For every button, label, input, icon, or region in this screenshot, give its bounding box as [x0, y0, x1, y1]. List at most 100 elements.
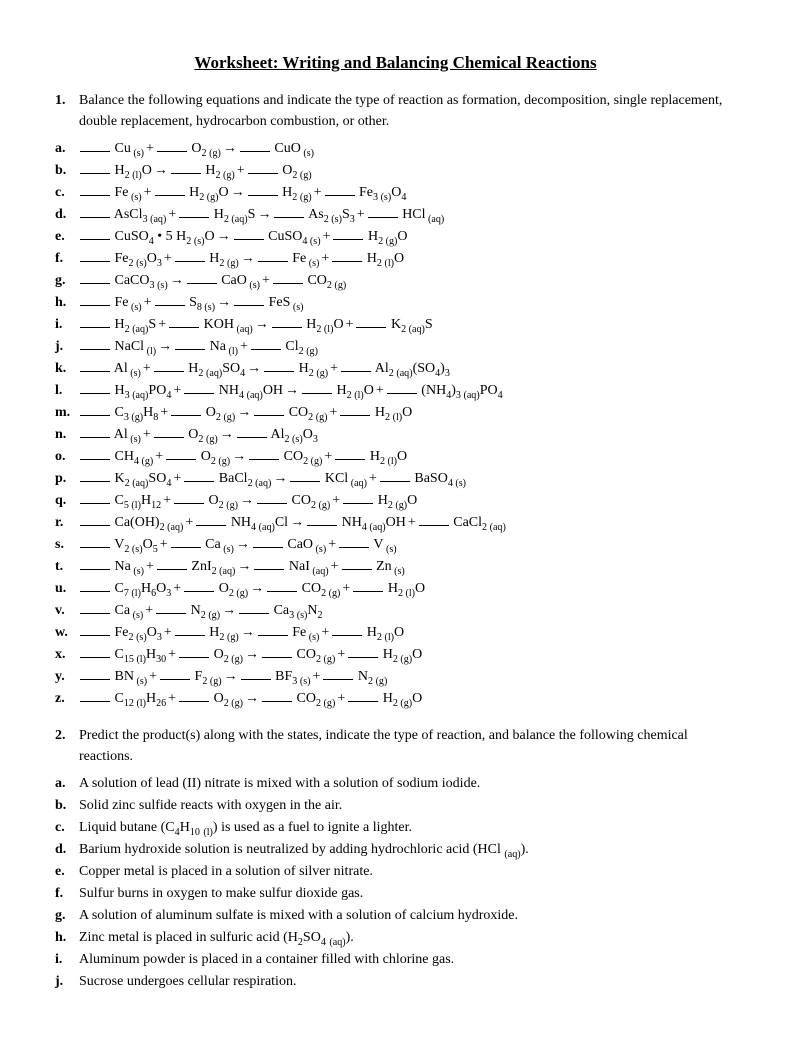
equation-row: s. V2 (s)O5+ Ca (s)→ CaO (s)+ V (s) [55, 534, 736, 555]
item-label: c. [55, 182, 79, 203]
item-label: l. [55, 380, 79, 401]
equation-row: y. BN (s)+ F2 (g)→ BF3 (s)+ N2 (g) [55, 666, 736, 687]
equation-body: AsCl3 (aq)+ H2 (aq)S→ As2 (s)S3+ HCl (aq… [79, 204, 736, 225]
item-label: f. [55, 248, 79, 269]
equation-row: t. Na (s)+ ZnI2 (aq)→ NaI (aq)+ Zn (s) [55, 556, 736, 577]
equation-row: j. NaCl (l)→ Na (l)+ Cl2 (g) [55, 336, 736, 357]
prediction-row: b. Solid zinc sulfide reacts with oxygen… [55, 795, 736, 816]
item-label: d. [55, 204, 79, 225]
equation-row: e. CuSO4 • 5 H2 (s)O→ CuSO4 (s)+ H2 (g)O [55, 226, 736, 247]
equation-body: H2 (l)O→ H2 (g)+ O2 (g) [79, 160, 736, 181]
equation-row: c. Fe (s)+ H2 (g)O→ H2 (g)+ Fe3 (s)O4 [55, 182, 736, 203]
question-2: 2. Predict the product(s) along with the… [55, 725, 736, 992]
equation-row: l. H3 (aq)PO4+ NH4 (aq)OH→ H2 (l)O+ (NH4… [55, 380, 736, 401]
item-label: f. [55, 883, 79, 904]
equation-row: k. Al (s)+ H2 (aq)SO4→ H2 (g)+ Al2 (aq)(… [55, 358, 736, 379]
item-label: m. [55, 402, 79, 423]
item-label: b. [55, 795, 79, 816]
item-label: s. [55, 534, 79, 555]
equation-row: w. Fe2 (s)O3+ H2 (g)→ Fe (s)+ H2 (l)O [55, 622, 736, 643]
prediction-row: g. A solution of aluminum sulfate is mix… [55, 905, 736, 926]
item-text: Solid zinc sulfide reacts with oxygen in… [79, 795, 736, 816]
equation-body: BN (s)+ F2 (g)→ BF3 (s)+ N2 (g) [79, 666, 736, 687]
item-label: g. [55, 905, 79, 926]
equation-body: C12 (l)H26+ O2 (g)→ CO2 (g)+ H2 (g)O [79, 688, 736, 709]
equation-body: Cu (s)+ O2 (g)→ CuO (s) [79, 138, 736, 159]
item-label: o. [55, 446, 79, 467]
equation-row: v. Ca (s)+ N2 (g)→ Ca3 (s)N2 [55, 600, 736, 621]
equation-body: C5 (l)H12+ O2 (g)→ CO2 (g)+ H2 (g)O [79, 490, 736, 511]
q1-number: 1. [55, 90, 79, 132]
item-text: Sulfur burns in oxygen to make sulfur di… [79, 883, 736, 904]
prediction-row: h. Zinc metal is placed in sulfuric acid… [55, 927, 736, 948]
item-text: A solution of lead (II) nitrate is mixed… [79, 773, 736, 794]
equation-body: H3 (aq)PO4+ NH4 (aq)OH→ H2 (l)O+ (NH4)3 … [79, 380, 736, 401]
item-label: j. [55, 336, 79, 357]
item-label: q. [55, 490, 79, 511]
item-label: k. [55, 358, 79, 379]
equation-row: n. Al (s)+ O2 (g)→ Al2 (s)O3 [55, 424, 736, 445]
q2-text: Predict the product(s) along with the st… [79, 725, 736, 767]
equation-row: b. H2 (l)O→ H2 (g)+ O2 (g) [55, 160, 736, 181]
equation-body: Na (s)+ ZnI2 (aq)→ NaI (aq)+ Zn (s) [79, 556, 736, 577]
item-text: Copper metal is placed in a solution of … [79, 861, 736, 882]
equation-row: f. Fe2 (s)O3+ H2 (g)→ Fe (s)+ H2 (l)O [55, 248, 736, 269]
item-text: Zinc metal is placed in sulfuric acid (H… [79, 927, 736, 948]
item-text: Aluminum powder is placed in a container… [79, 949, 736, 970]
item-label: a. [55, 773, 79, 794]
item-label: u. [55, 578, 79, 599]
item-label: h. [55, 927, 79, 948]
equation-row: m. C3 (g)H8+ O2 (g)→ CO2 (g)+ H2 (l)O [55, 402, 736, 423]
item-text: Barium hydroxide solution is neutralized… [79, 839, 736, 860]
prediction-row: f. Sulfur burns in oxygen to make sulfur… [55, 883, 736, 904]
prediction-row: j. Sucrose undergoes cellular respiratio… [55, 971, 736, 992]
item-text: Sucrose undergoes cellular respiration. [79, 971, 736, 992]
item-label: g. [55, 270, 79, 291]
prediction-row: c. Liquid butane (C4H10 (l)) is used as … [55, 817, 736, 838]
equation-body: Fe2 (s)O3+ H2 (g)→ Fe (s)+ H2 (l)O [79, 248, 736, 269]
equation-row: p. K2 (aq)SO4+ BaCl2 (aq)→ KCl (aq)+ BaS… [55, 468, 736, 489]
equation-row: z. C12 (l)H26+ O2 (g)→ CO2 (g)+ H2 (g)O [55, 688, 736, 709]
equation-body: Al (s)+ O2 (g)→ Al2 (s)O3 [79, 424, 736, 445]
item-label: r. [55, 512, 79, 533]
item-label: d. [55, 839, 79, 860]
q1-items: a. Cu (s)+ O2 (g)→ CuO (s)b. H2 (l)O→ H2… [55, 138, 736, 709]
item-label: y. [55, 666, 79, 687]
equation-body: K2 (aq)SO4+ BaCl2 (aq)→ KCl (aq)+ BaSO4 … [79, 468, 736, 489]
item-label: z. [55, 688, 79, 709]
equation-body: CaCO3 (s)→ CaO (s)+ CO2 (g) [79, 270, 736, 291]
equation-row: r. Ca(OH)2 (aq)+ NH4 (aq)Cl→ NH4 (aq)OH+… [55, 512, 736, 533]
equation-body: Al (s)+ H2 (aq)SO4→ H2 (g)+ Al2 (aq)(SO4… [79, 358, 736, 379]
equation-row: g. CaCO3 (s)→ CaO (s)+ CO2 (g) [55, 270, 736, 291]
item-text: A solution of aluminum sulfate is mixed … [79, 905, 736, 926]
q1-text: Balance the following equations and indi… [79, 90, 736, 132]
prediction-row: a. A solution of lead (II) nitrate is mi… [55, 773, 736, 794]
equation-row: q. C5 (l)H12+ O2 (g)→ CO2 (g)+ H2 (g)O [55, 490, 736, 511]
item-label: e. [55, 861, 79, 882]
item-label: p. [55, 468, 79, 489]
question-1: 1. Balance the following equations and i… [55, 90, 736, 709]
equation-body: C3 (g)H8+ O2 (g)→ CO2 (g)+ H2 (l)O [79, 402, 736, 423]
q2-number: 2. [55, 725, 79, 767]
equation-body: C7 (l)H6O3+ O2 (g)→ CO2 (g)+ H2 (l)O [79, 578, 736, 599]
equation-body: CH4 (g)+ O2 (g)→ CO2 (g)+ H2 (l)O [79, 446, 736, 467]
equation-body: Fe (s)+ H2 (g)O→ H2 (g)+ Fe3 (s)O4 [79, 182, 736, 203]
equation-body: Ca(OH)2 (aq)+ NH4 (aq)Cl→ NH4 (aq)OH+ Ca… [79, 512, 736, 533]
equation-row: a. Cu (s)+ O2 (g)→ CuO (s) [55, 138, 736, 159]
worksheet-title: Worksheet: Writing and Balancing Chemica… [55, 50, 736, 76]
prediction-row: e. Copper metal is placed in a solution … [55, 861, 736, 882]
item-label: t. [55, 556, 79, 577]
item-text: Liquid butane (C4H10 (l)) is used as a f… [79, 817, 736, 838]
equation-body: Fe2 (s)O3+ H2 (g)→ Fe (s)+ H2 (l)O [79, 622, 736, 643]
equation-row: x. C15 (l)H30+ O2 (g)→ CO2 (g)+ H2 (g)O [55, 644, 736, 665]
equation-row: u. C7 (l)H6O3+ O2 (g)→ CO2 (g)+ H2 (l)O [55, 578, 736, 599]
equation-body: CuSO4 • 5 H2 (s)O→ CuSO4 (s)+ H2 (g)O [79, 226, 736, 247]
item-label: b. [55, 160, 79, 181]
item-label: i. [55, 314, 79, 335]
item-label: a. [55, 138, 79, 159]
item-label: e. [55, 226, 79, 247]
prediction-row: i. Aluminum powder is placed in a contai… [55, 949, 736, 970]
item-label: w. [55, 622, 79, 643]
equation-body: V2 (s)O5+ Ca (s)→ CaO (s)+ V (s) [79, 534, 736, 555]
item-label: x. [55, 644, 79, 665]
